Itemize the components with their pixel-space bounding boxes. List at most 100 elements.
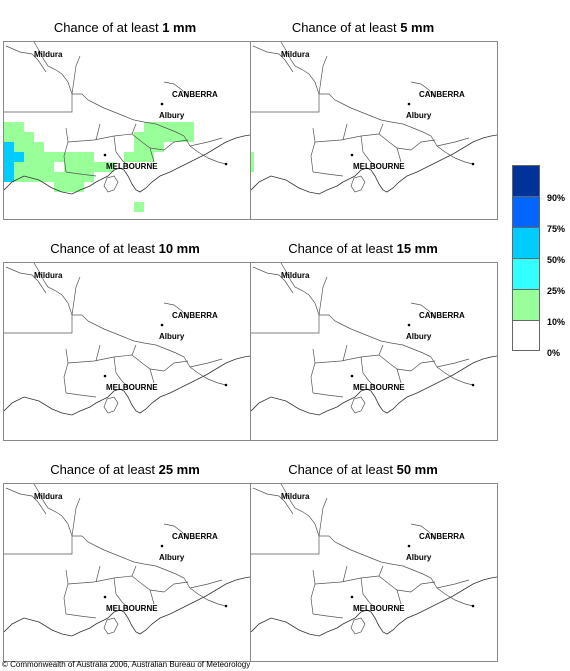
- map-1mm: Mildura CANBERRA Albury MELBOURNE: [3, 41, 251, 220]
- panel-title: Chance of at least 5 mm: [238, 20, 488, 35]
- rain-cell-50pct: [4, 142, 14, 152]
- district-border: [280, 42, 320, 95]
- district-border: [252, 487, 294, 515]
- district-border: [410, 81, 436, 99]
- place-label-mildura: Mildura: [281, 271, 310, 280]
- rain-cell-10pct: [124, 152, 134, 162]
- rain-cell-10pct: [104, 162, 114, 172]
- district-border: [113, 135, 123, 161]
- place-label-canberra: CANBERRA: [172, 311, 218, 320]
- rain-cell-10pct: [134, 142, 144, 152]
- district-border: [63, 569, 69, 615]
- place-label-melbourne: MELBOURNE: [353, 604, 405, 613]
- district-border: [314, 133, 380, 143]
- place-label-mildura: Mildura: [281, 492, 310, 501]
- city-marker: [407, 323, 411, 327]
- district-border: [378, 565, 384, 577]
- rain-cell-10pct: [84, 152, 94, 162]
- city-marker: [160, 102, 164, 106]
- district-border: [131, 575, 165, 593]
- district-border: [149, 589, 155, 605]
- map-50mm: Mildura CANBERRA Albury MELBOURNE: [250, 483, 498, 662]
- map-10mm: Mildura CANBERRA Albury MELBOURNE: [3, 262, 251, 441]
- title-amount: 50 mm: [396, 462, 438, 477]
- place-label-canberra: CANBERRA: [172, 532, 218, 541]
- district-border: [121, 380, 129, 388]
- port-phillip-bay: [350, 396, 366, 414]
- district-border: [71, 497, 81, 537]
- legend-swatch-75: [512, 196, 540, 227]
- victoria-base-map: [4, 263, 250, 416]
- rain-cell-50pct: [4, 152, 14, 162]
- probability-legend: [512, 165, 540, 351]
- district-border: [149, 147, 155, 163]
- place-label-canberra: CANBERRA: [419, 90, 465, 99]
- district-border: [312, 392, 344, 398]
- district-border: [410, 302, 436, 320]
- rain-cell-10pct: [54, 172, 64, 182]
- legend-label-25: 25%: [547, 286, 566, 296]
- district-border: [67, 354, 133, 364]
- rain-cell-10pct: [94, 162, 104, 172]
- district-border: [396, 147, 402, 163]
- district-border: [318, 55, 328, 95]
- title-prefix: Chance of at least: [50, 462, 159, 477]
- district-border: [252, 45, 294, 73]
- place-label-canberra: CANBERRA: [172, 90, 218, 99]
- district-border: [436, 579, 470, 589]
- rain-cell-50pct: [14, 152, 24, 162]
- district-border: [121, 601, 129, 609]
- rain-cell-10pct: [154, 142, 164, 152]
- legend-swatch-0: [512, 320, 540, 351]
- district-border: [328, 93, 474, 165]
- district-border: [189, 579, 223, 589]
- district-border: [121, 159, 129, 167]
- city-marker: [160, 544, 164, 548]
- title-prefix: Chance of at least: [50, 241, 159, 256]
- district-border: [65, 171, 97, 177]
- district-border: [4, 314, 82, 334]
- district-border: [71, 276, 81, 316]
- rain-cell-10pct: [54, 182, 64, 192]
- place-label-albury: Albury: [406, 111, 432, 120]
- rain-cell-10pct: [84, 162, 94, 172]
- district-border: [81, 93, 227, 165]
- district-border: [318, 276, 328, 316]
- district-border: [113, 577, 123, 603]
- district-border: [360, 356, 370, 382]
- district-border: [95, 344, 101, 362]
- title-amount: 5 mm: [400, 20, 435, 35]
- place-label-melbourne: MELBOURNE: [106, 604, 158, 613]
- district-border: [131, 133, 165, 151]
- victoria-base-map: [251, 484, 497, 637]
- district-border: [314, 575, 380, 585]
- place-label-albury: Albury: [159, 111, 185, 120]
- district-border: [189, 358, 223, 368]
- rain-cell-10pct: [24, 162, 34, 172]
- legend-swatch-90: [512, 165, 540, 196]
- panel-title: Chance of at least 1 mm: [0, 20, 250, 35]
- rain-cell-10pct: [154, 132, 164, 142]
- rain-cell-10pct: [34, 152, 44, 162]
- district-border: [280, 263, 320, 316]
- district-border: [163, 81, 189, 99]
- district-border: [410, 581, 436, 593]
- district-border: [163, 360, 189, 372]
- district-border: [65, 392, 97, 398]
- rain-cell-10pct: [44, 152, 54, 162]
- rain-cell-10pct: [144, 122, 154, 132]
- district-border: [310, 127, 316, 173]
- rain-cell-10pct: [4, 132, 14, 142]
- district-border: [251, 314, 329, 334]
- panel-title: Chance of at least 15 mm: [238, 241, 488, 256]
- rain-cell-10pct: [44, 172, 54, 182]
- title-prefix: Chance of at least: [288, 462, 397, 477]
- rain-cell-10pct: [74, 152, 84, 162]
- district-border: [5, 266, 47, 294]
- district-border: [33, 484, 73, 537]
- port-phillip-bay: [103, 175, 119, 193]
- rain-cell-10pct: [74, 182, 84, 192]
- title-amount: 10 mm: [158, 241, 200, 256]
- district-border: [280, 484, 320, 537]
- district-border: [113, 356, 123, 382]
